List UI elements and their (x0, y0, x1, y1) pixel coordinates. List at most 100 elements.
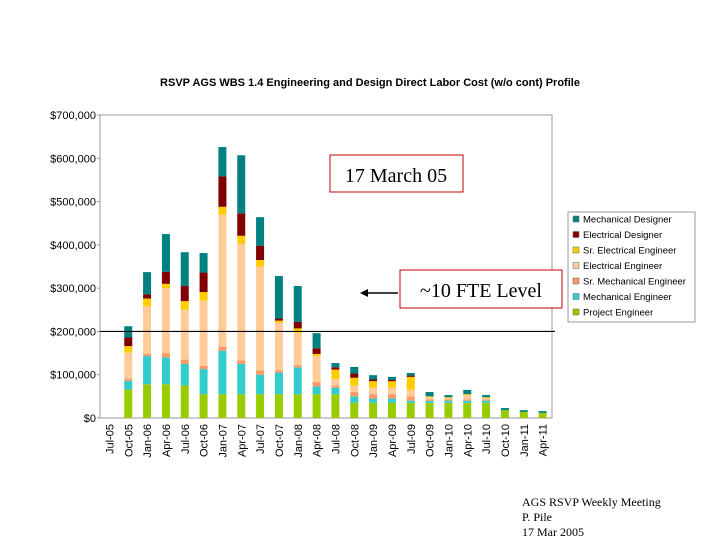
bar-segment (143, 356, 152, 385)
bar-segment (369, 402, 378, 418)
x-tick-label: Oct-06 (199, 424, 211, 457)
y-tick-label: $100,000 (50, 370, 96, 382)
bar-segment (180, 309, 189, 360)
x-tick-label: Jan-11 (519, 424, 531, 457)
y-tick-label: $500,000 (50, 197, 96, 209)
bar-segment (143, 298, 152, 307)
bar-segment (237, 235, 246, 244)
bar-segment (425, 397, 434, 400)
bar-segment (463, 395, 472, 400)
bar-segment (312, 394, 321, 418)
bar-segment (180, 385, 189, 418)
bar-segment (463, 394, 472, 396)
bar-segment (161, 357, 170, 385)
bar-segment (482, 402, 491, 418)
bar-segment (312, 356, 321, 383)
legend-swatch (572, 308, 580, 316)
footer-line: P. Pile (522, 510, 552, 524)
legend-swatch (572, 293, 580, 300)
bar-segment (256, 260, 265, 267)
bar-segment (331, 363, 340, 368)
bar-segment (369, 379, 378, 382)
bar-segment (406, 402, 415, 418)
bar-segment (406, 376, 415, 390)
bar-segment (143, 272, 152, 295)
bar-segment (331, 367, 340, 370)
bar-segment (406, 389, 415, 397)
bar-segment (331, 387, 340, 395)
bar-segment (237, 360, 246, 364)
bar-segment (387, 394, 396, 399)
bar-segment (274, 322, 283, 371)
legend-label: Mechanical Engineer (583, 292, 672, 303)
bar-segment (425, 402, 434, 418)
plot-area (99, 114, 553, 419)
bar-segment (463, 400, 472, 403)
bar-segment (482, 399, 491, 401)
bar-segment (406, 400, 415, 403)
bar-segment (293, 328, 302, 333)
bar-segment (293, 321, 302, 329)
x-tick-label: Oct-09 (425, 424, 437, 457)
bar-segment (274, 320, 283, 323)
bar-segment (199, 300, 208, 366)
bar-segment (463, 389, 472, 395)
bar-segment (274, 370, 283, 373)
legend-label: Mechanical Designer (583, 215, 672, 226)
bar-segment (124, 337, 133, 347)
y-tick-label: $600,000 (50, 153, 96, 165)
bar-segment (350, 396, 359, 403)
bar-segment (312, 386, 321, 395)
bar-segment (143, 294, 152, 299)
legend-label: Sr. Mechanical Engineer (583, 277, 686, 288)
bar-segment (161, 234, 170, 272)
bar-segment (519, 411, 528, 418)
bar-segment (369, 394, 378, 399)
bar-segment (312, 382, 321, 387)
bar-segment (256, 374, 265, 395)
bar-segment (350, 377, 359, 386)
y-tick-label: $200,000 (50, 326, 96, 338)
bar-segment (161, 353, 170, 358)
bar-segment (331, 385, 340, 388)
bar-segment (425, 396, 434, 398)
bar-segment (312, 353, 321, 357)
bar-segment (256, 245, 265, 261)
bar-segment (482, 398, 491, 400)
bar-segment (406, 372, 415, 376)
bar-segment (444, 399, 453, 401)
chart-title: RSVP AGS WBS 1.4 Engineering and Design … (160, 77, 580, 89)
x-tick-label: Jul-05 (104, 424, 116, 454)
bar-segment (180, 363, 189, 386)
bar-segment (293, 332, 302, 366)
bar-segment (218, 346, 227, 351)
bar-segment (237, 363, 246, 395)
bar-segment (274, 394, 283, 418)
x-tick-label: Apr-06 (161, 424, 173, 457)
bar-segment (199, 365, 208, 370)
y-tick-label: $700,000 (50, 110, 96, 122)
bar-segment (199, 253, 208, 273)
legend-swatch (572, 262, 580, 269)
footer-line: 17 Mar 2005 (522, 525, 584, 539)
x-tick-label: Jan-06 (142, 424, 154, 458)
bar-segment (369, 381, 378, 388)
bar-segment (312, 348, 321, 354)
legend-label: Electrical Designer (583, 230, 662, 241)
x-tick-label: Apr-11 (538, 424, 550, 456)
bar-segment (199, 394, 208, 418)
bar-segment (218, 147, 227, 177)
bar-segment (500, 410, 509, 418)
bar-segment (369, 398, 378, 403)
bar-segment (180, 285, 189, 302)
bar-segment (218, 176, 227, 207)
bar-segment (218, 350, 227, 395)
x-tick-label: Jan-09 (368, 424, 380, 458)
bar-segment (237, 394, 246, 418)
bar-segment (256, 266, 265, 371)
bar-segment (444, 395, 453, 398)
annotation-box (329, 154, 464, 193)
bar-segment (331, 369, 340, 380)
bar-segment (387, 379, 396, 382)
x-tick-label: Apr-08 (312, 424, 324, 457)
